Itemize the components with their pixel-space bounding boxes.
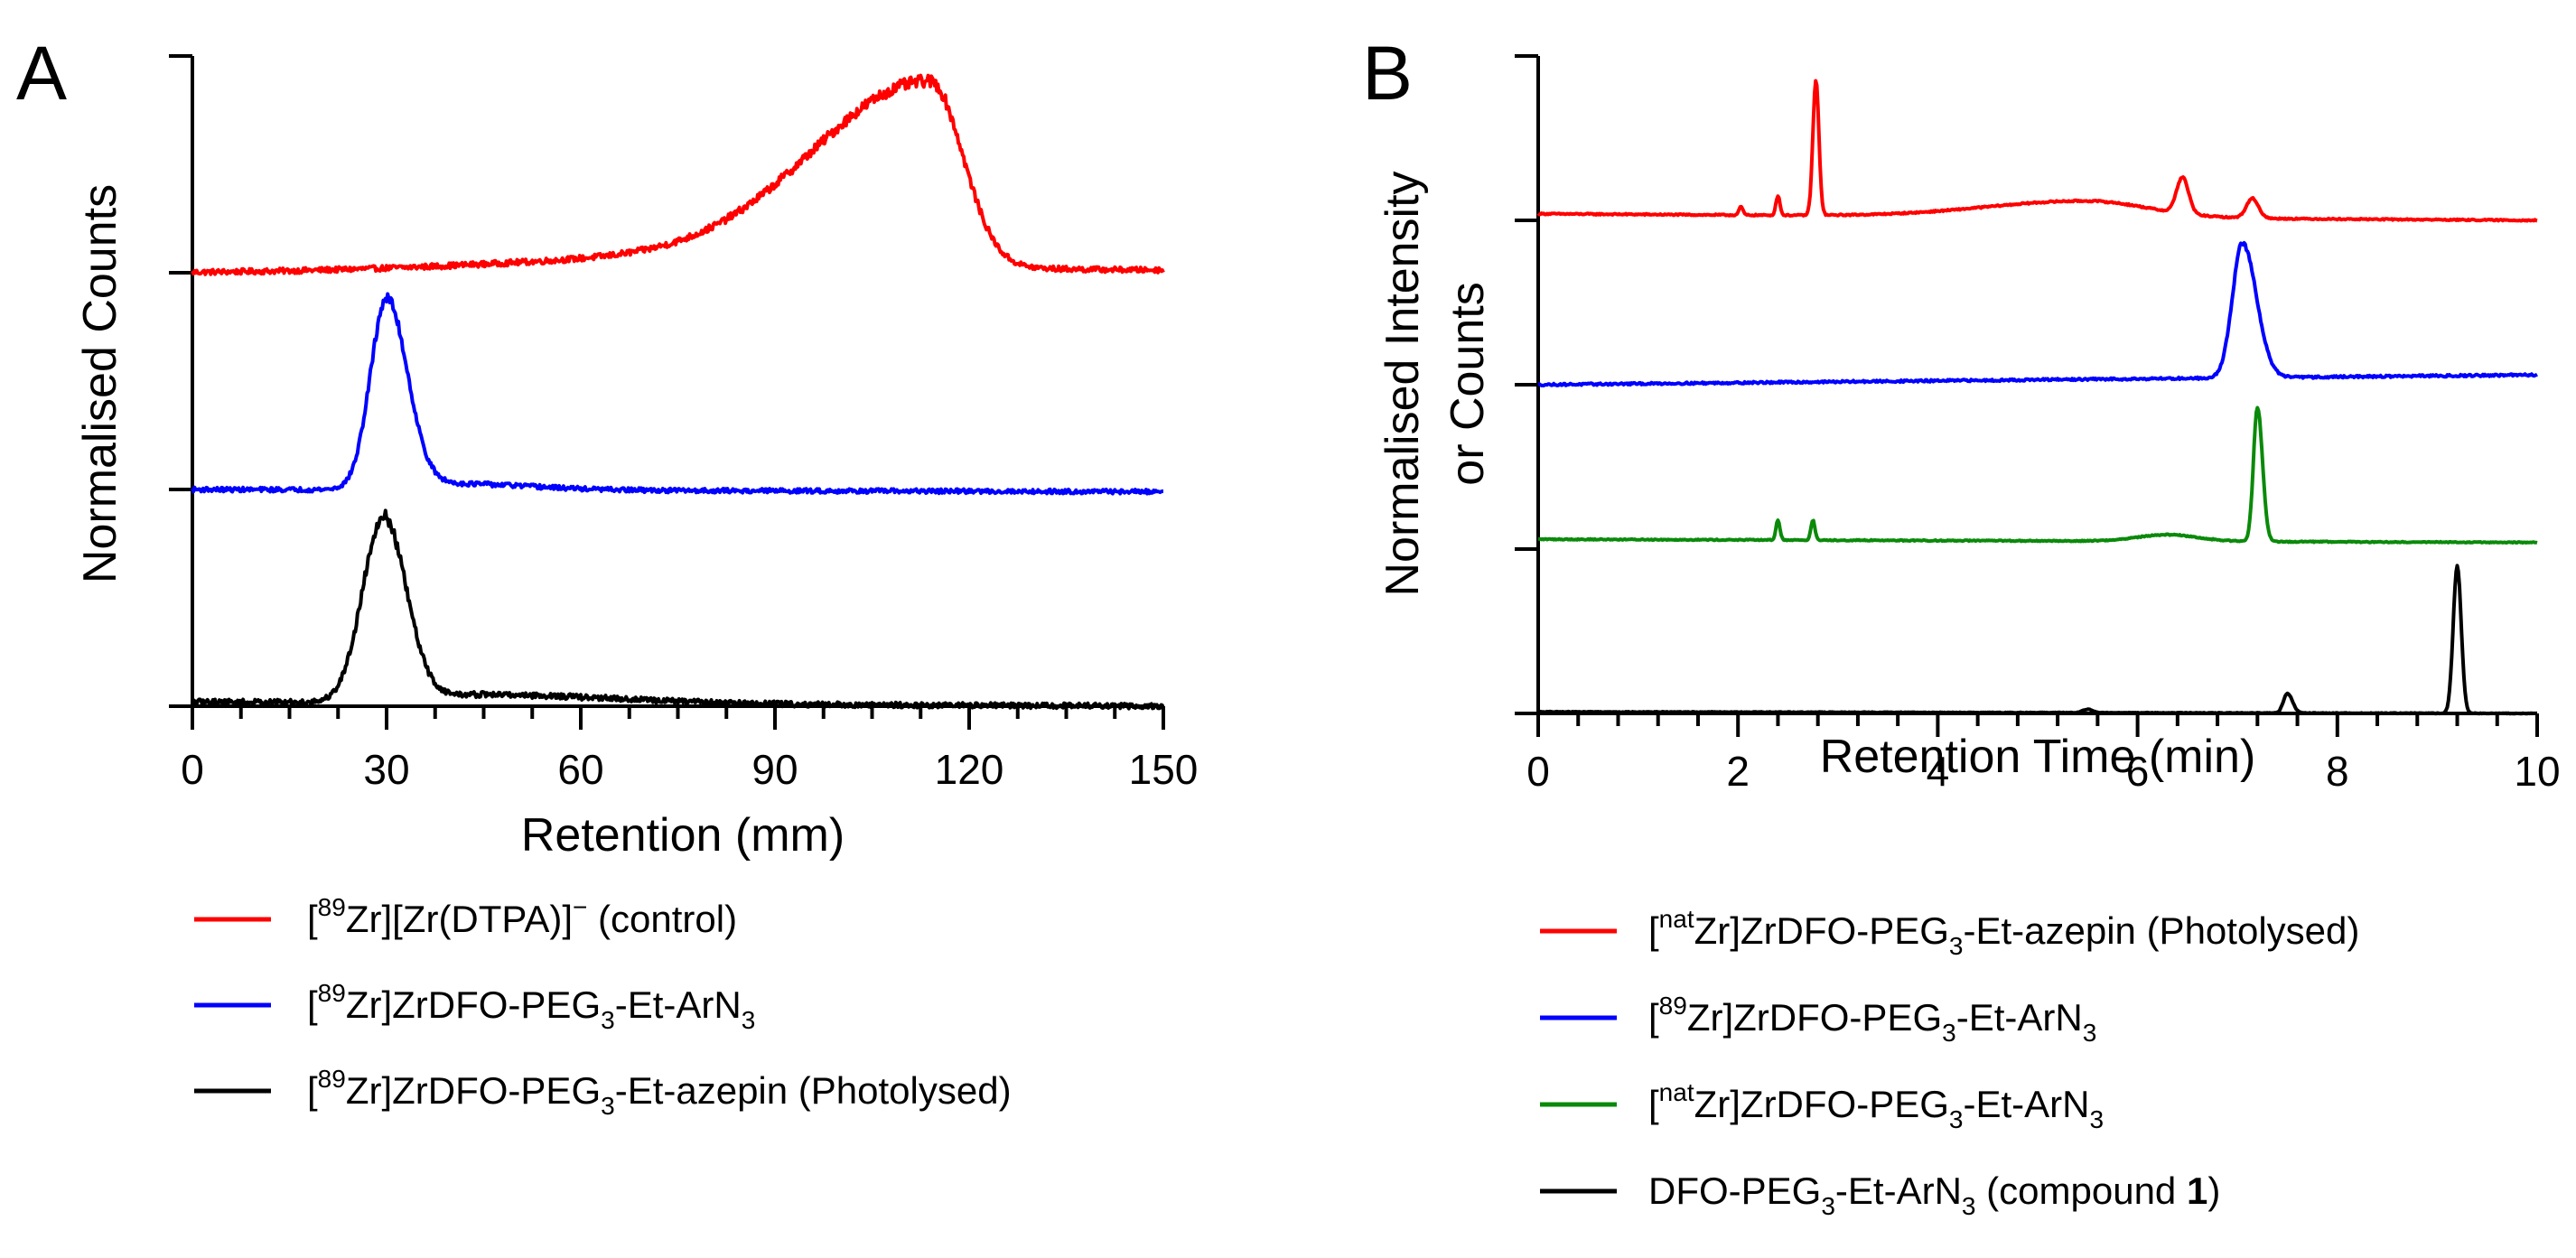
series-line-3 [1537,405,2538,545]
x-tick-label: 60 [557,746,603,793]
panel-a-y-axis-title: Normalised Counts [74,184,126,583]
x-tick-label: 6 [2126,748,2150,795]
x-tick-label: 4 [1927,748,1950,795]
panel-b: B Normalised Intensity or Counts Retenti… [1362,31,2561,1220]
x-tick-label: 8 [2326,748,2349,795]
panel-b-series [1536,79,2539,716]
legend-label-3: [natZr]ZrDFO-PEG3-Et-ArN3 [1648,1078,2104,1133]
x-tick-label: 90 [751,746,798,793]
x-tick-label: 120 [935,746,1004,793]
panel-b-y-axis-title-line1: Normalised Intensity [1377,171,1429,596]
legend-label-2: [89Zr]ZrDFO-PEG3-Et-ArN3 [307,979,755,1034]
legend-label-4: DFO-PEG3-Et-ArN3 (compound 1) [1648,1169,2220,1220]
panel-b-letter: B [1362,31,1413,116]
legend-label-2: [89Zr]ZrDFO-PEG3-Et-ArN3 [1648,992,2096,1047]
x-tick-label: 150 [1129,746,1199,793]
legend-label-1: [natZr]ZrDFO-PEG3-Et-azepin (Photolysed) [1648,905,2359,960]
series-line-2 [191,292,1164,496]
series-line-4 [1537,564,2538,716]
panel-b-legend: [natZr]ZrDFO-PEG3-Et-azepin (Photolysed)… [1540,905,2359,1220]
legend-label-1: [89Zr][Zr(DTPA)]− (control) [307,893,737,940]
panel-a-series [191,73,1165,711]
panel-a: A Normalised Counts Retention (mm) 0 30 60… [16,31,1198,1120]
series-line-2 [1537,240,2539,387]
x-tick-label: 2 [1726,748,1750,795]
series-line-1 [191,73,1165,276]
x-tick-label: 10 [2514,748,2560,795]
legend-label-3: [89Zr]ZrDFO-PEG3-Et-azepin (Photolysed) [307,1065,1012,1120]
panel-a-axes: 0 30 60 90 120 150 [169,54,1199,793]
x-tick-label: 30 [363,746,409,793]
panel-a-letter: A [16,31,67,116]
x-tick-label: 0 [1526,748,1550,795]
panel-a-x-axis-title: Retention (mm) [521,809,845,862]
series-line-1 [1536,79,2538,223]
x-tick-label: 0 [181,746,204,793]
series-line-3 [191,508,1165,711]
panel-b-axes: 0 2 4 6 8 10 [1515,54,2561,795]
panel-b-x-axis-title: Retention Time (min) [1820,731,2256,783]
panel-a-legend: [89Zr][Zr(DTPA)]− (control) [89Zr]ZrDFO-P… [194,893,1012,1120]
panel-b-y-axis-title-line2: or Counts [1442,282,1494,485]
